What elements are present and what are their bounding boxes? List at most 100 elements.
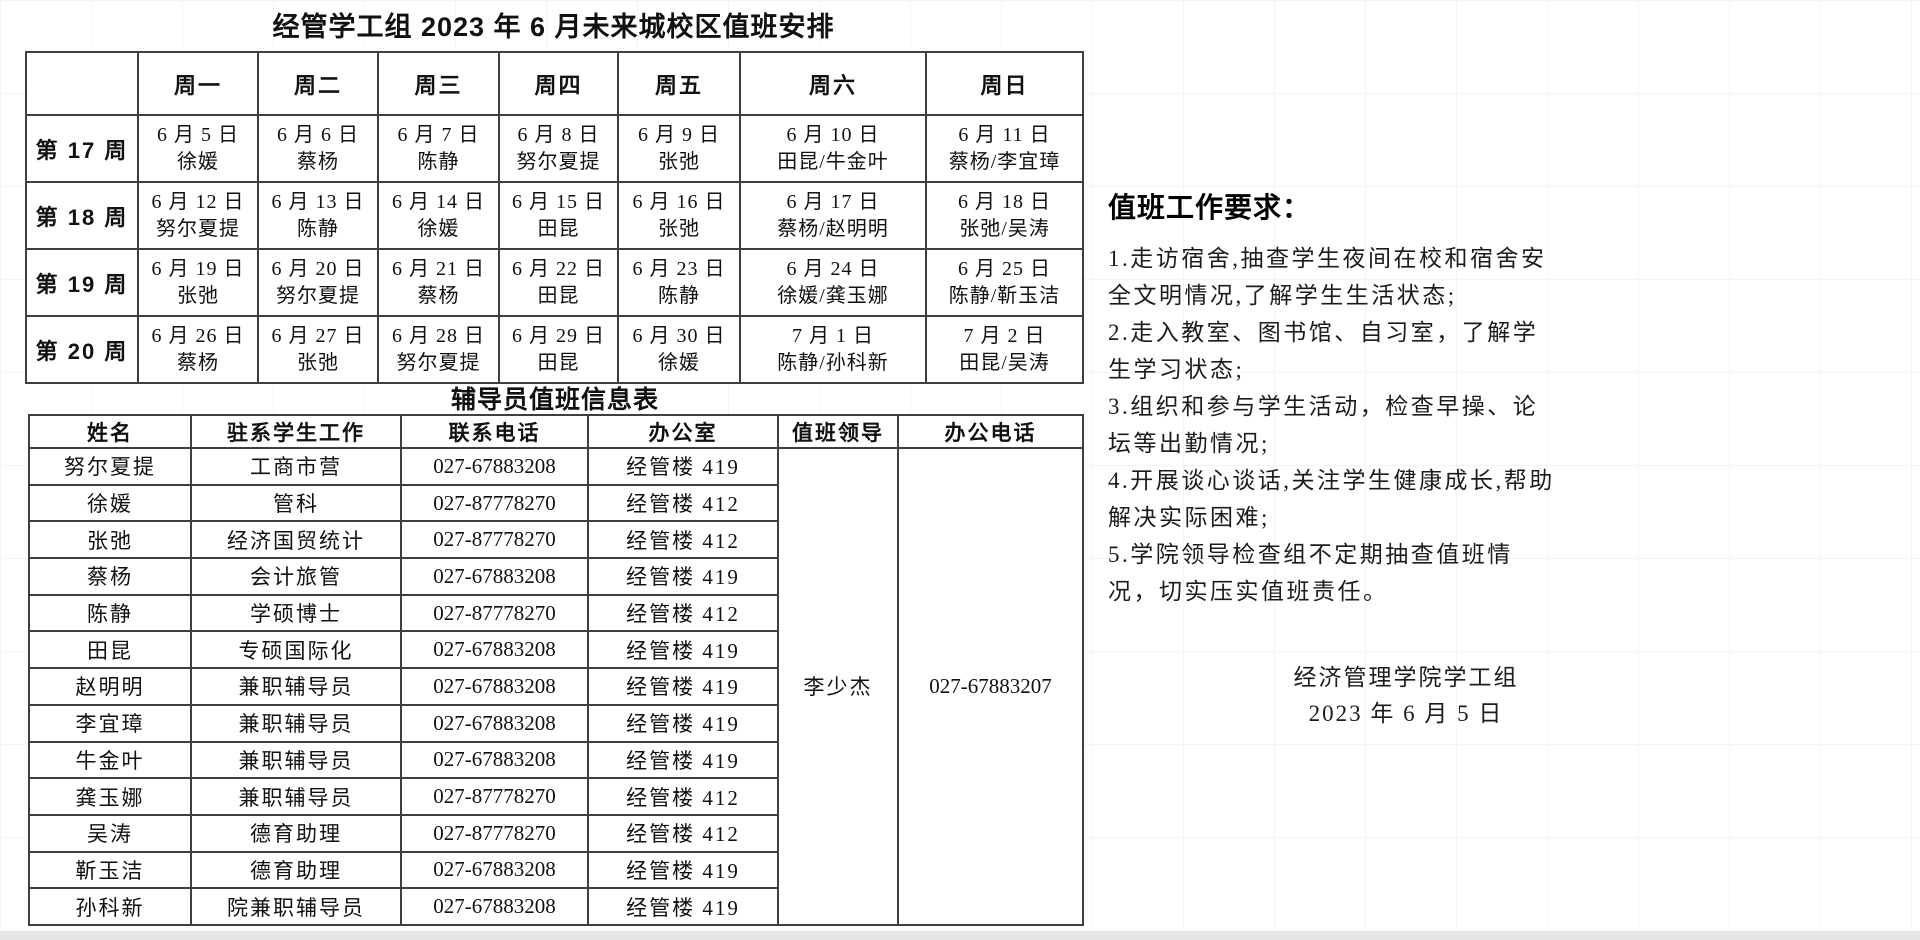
counselor-office: 经管楼 419 — [587, 667, 779, 706]
schedule-week-row: 第 17 周 6 月 5 日徐媛 6 月 6 日蔡杨 6 月 7 日陈静 6 月… — [25, 114, 1084, 183]
duty-person: 陈静/靳玉洁 — [948, 284, 1061, 307]
schedule-header-row: 周一 周二 周三 周四 周五 周六 周日 — [25, 51, 1084, 116]
duty-cell: 6 月 21 日蔡杨 — [377, 248, 500, 317]
counselor-dept: 兼职辅导员 — [190, 703, 402, 743]
window-bottom-edge — [0, 931, 1920, 940]
counselor-info-table: 姓名 驻系学生工作 联系电话 办公室 值班领导 办公电话 努尔夏提 工商市营 0… — [28, 414, 1084, 926]
duty-cell: 6 月 15 日田昆 — [498, 181, 619, 250]
duty-date: 6 月 27 日 — [271, 324, 365, 347]
duty-person: 蔡杨 — [177, 351, 219, 374]
counselor-name: 靳玉洁 — [28, 850, 192, 890]
counselor-phone: 027-67883208 — [400, 557, 589, 596]
counselor-dept: 德育助理 — [190, 813, 402, 853]
duty-person: 徐媛 — [177, 150, 219, 173]
duty-cell: 7 月 2 日田昆/吴涛 — [925, 315, 1084, 384]
duty-date: 6 月 24 日 — [786, 257, 880, 280]
duty-cell: 6 月 18 日张弛/吴涛 — [925, 181, 1084, 250]
duty-cell: 6 月 14 日徐媛 — [377, 181, 500, 250]
duty-date: 6 月 16 日 — [632, 190, 726, 213]
table-row: 努尔夏提 工商市营 027-67883208 经管楼 419 李少杰 027-6… — [28, 447, 1084, 926]
week-row-label: 第 17 周 — [25, 114, 139, 183]
duty-cell: 6 月 29 日田昆 — [498, 315, 619, 384]
counselor-name: 徐媛 — [28, 483, 192, 523]
counselor-name: 李宜璋 — [28, 703, 192, 743]
weekday-header-sun: 周日 — [925, 51, 1084, 116]
week-row-label: 第 20 周 — [25, 315, 139, 384]
duty-schedule-table: 周一 周二 周三 周四 周五 周六 周日 第 17 周 6 月 5 日徐媛 6 … — [25, 51, 1084, 384]
duty-person: 陈静/孙科新 — [777, 351, 889, 374]
duty-date: 7 月 2 日 — [963, 324, 1046, 347]
counselor-phone: 027-67883208 — [400, 630, 589, 670]
duty-date: 6 月 25 日 — [958, 257, 1051, 280]
duty-date: 6 月 28 日 — [392, 324, 485, 347]
counselor-dept: 经济国贸统计 — [190, 520, 402, 560]
duty-cell: 6 月 17 日蔡杨/赵明明 — [739, 181, 927, 250]
table-row: 赵明明 兼职辅导员 027-67883208 经管楼 419 — [28, 667, 1083, 706]
duty-person: 张弛/吴涛 — [959, 217, 1050, 240]
duty-cell: 6 月 23 日陈静 — [617, 248, 741, 317]
duty-person: 田昆 — [537, 351, 580, 374]
duty-person: 陈静 — [658, 284, 700, 307]
col-header-name: 姓名 — [28, 414, 192, 449]
duty-date: 7 月 1 日 — [792, 324, 874, 347]
duty-date: 6 月 20 日 — [271, 257, 365, 280]
duty-cell: 6 月 16 日张弛 — [617, 181, 741, 250]
duty-person: 努尔夏提 — [276, 284, 360, 307]
duty-person: 徐媛 — [417, 217, 460, 240]
week-row-label: 第 18 周 — [25, 181, 139, 250]
duty-date: 6 月 8 日 — [517, 123, 600, 146]
counselor-office: 经管楼 419 — [587, 850, 779, 890]
duty-cell: 6 月 25 日陈静/靳玉洁 — [925, 248, 1084, 317]
table-row: 张弛 经济国贸统计 027-87778270 经管楼 412 — [28, 520, 1083, 560]
duty-date: 6 月 26 日 — [151, 324, 245, 347]
requirements-heading: 值班工作要求： — [1108, 192, 1312, 223]
counselor-office: 经管楼 412 — [587, 777, 779, 816]
duty-cell: 6 月 28 日努尔夏提 — [377, 315, 500, 384]
duty-date: 6 月 13 日 — [271, 190, 365, 213]
counselor-phone: 027-87778270 — [400, 813, 589, 853]
counselor-dept: 兼职辅导员 — [190, 740, 402, 780]
table-row: 吴涛 德育助理 027-87778270 经管楼 412 — [28, 813, 1083, 853]
duty-cell: 6 月 26 日蔡杨 — [137, 315, 259, 384]
counselor-name: 陈静 — [28, 593, 192, 633]
counselor-office: 经管楼 412 — [587, 520, 779, 560]
duty-person: 陈静 — [297, 217, 339, 240]
schedule-title: 经管学工组 2023 年 6 月未来城校区值班安排 — [272, 12, 835, 42]
counselor-office: 经管楼 419 — [587, 630, 779, 670]
duty-date: 6 月 10 日 — [786, 123, 880, 146]
duty-person: 努尔夏提 — [516, 150, 601, 173]
weekday-header-fri: 周五 — [617, 51, 741, 116]
duty-person: 徐媛/龚玉娜 — [777, 284, 889, 307]
requirement-item-5: 5.学院领导检查组不定期抽查值班情况，切实压实值班责任。 — [1108, 542, 1513, 604]
weekday-header-thu: 周四 — [498, 51, 619, 116]
schedule-week-row: 第 19 周 6 月 19 日张弛 6 月 20 日努尔夏提 6 月 21 日蔡… — [25, 248, 1084, 317]
requirement-item-3: 3.组织和参与学生活动，检查早操、论坛等出勤情况; — [1108, 394, 1539, 456]
requirement-item-4: 4.开展谈心谈话,关注学生健康成长,帮助解决实际困难; — [1108, 468, 1555, 530]
duty-cell: 6 月 24 日徐媛/龚玉娜 — [739, 248, 927, 317]
counselor-phone: 027-67883208 — [400, 740, 589, 780]
table-row: 孙科新 院兼职辅导员 027-67883208 经管楼 419 — [28, 887, 1083, 926]
signature-date: 2023 年 6 月 5 日 — [1308, 701, 1504, 726]
requirement-item-1: 1.走访宿舍,抽查学生夜间在校和宿舍安全文明情况,了解学生生活状态; — [1108, 246, 1547, 308]
duty-person: 努尔夏提 — [156, 217, 240, 240]
counselor-dept: 德育助理 — [190, 850, 402, 890]
duty-person: 张弛 — [658, 217, 700, 240]
weekday-header-mon: 周一 — [137, 51, 259, 116]
counselor-phone: 027-67883208 — [400, 850, 589, 890]
duty-date: 6 月 7 日 — [397, 123, 480, 146]
week-row-label: 第 19 周 — [25, 248, 139, 317]
duty-date: 6 月 5 日 — [157, 123, 239, 146]
weekday-header-sat: 周六 — [739, 51, 927, 116]
counselor-dept: 管科 — [190, 483, 402, 523]
counselor-dept: 专硕国际化 — [190, 630, 402, 670]
col-header-duty-leader: 值班领导 — [777, 414, 899, 449]
counselor-name: 张弛 — [28, 520, 192, 560]
duty-cell: 6 月 9 日张弛 — [617, 114, 741, 183]
duty-cell: 6 月 13 日陈静 — [257, 181, 379, 250]
counselor-dept: 兼职辅导员 — [190, 777, 402, 816]
duty-cell: 6 月 6 日蔡杨 — [257, 114, 379, 183]
counselor-office: 经管楼 419 — [587, 703, 779, 743]
counselor-name: 龚玉娜 — [28, 777, 192, 816]
duty-cell: 6 月 7 日陈静 — [377, 114, 500, 183]
schedule-week-row: 第 18 周 6 月 12 日努尔夏提 6 月 13 日陈静 6 月 14 日徐… — [25, 181, 1084, 250]
